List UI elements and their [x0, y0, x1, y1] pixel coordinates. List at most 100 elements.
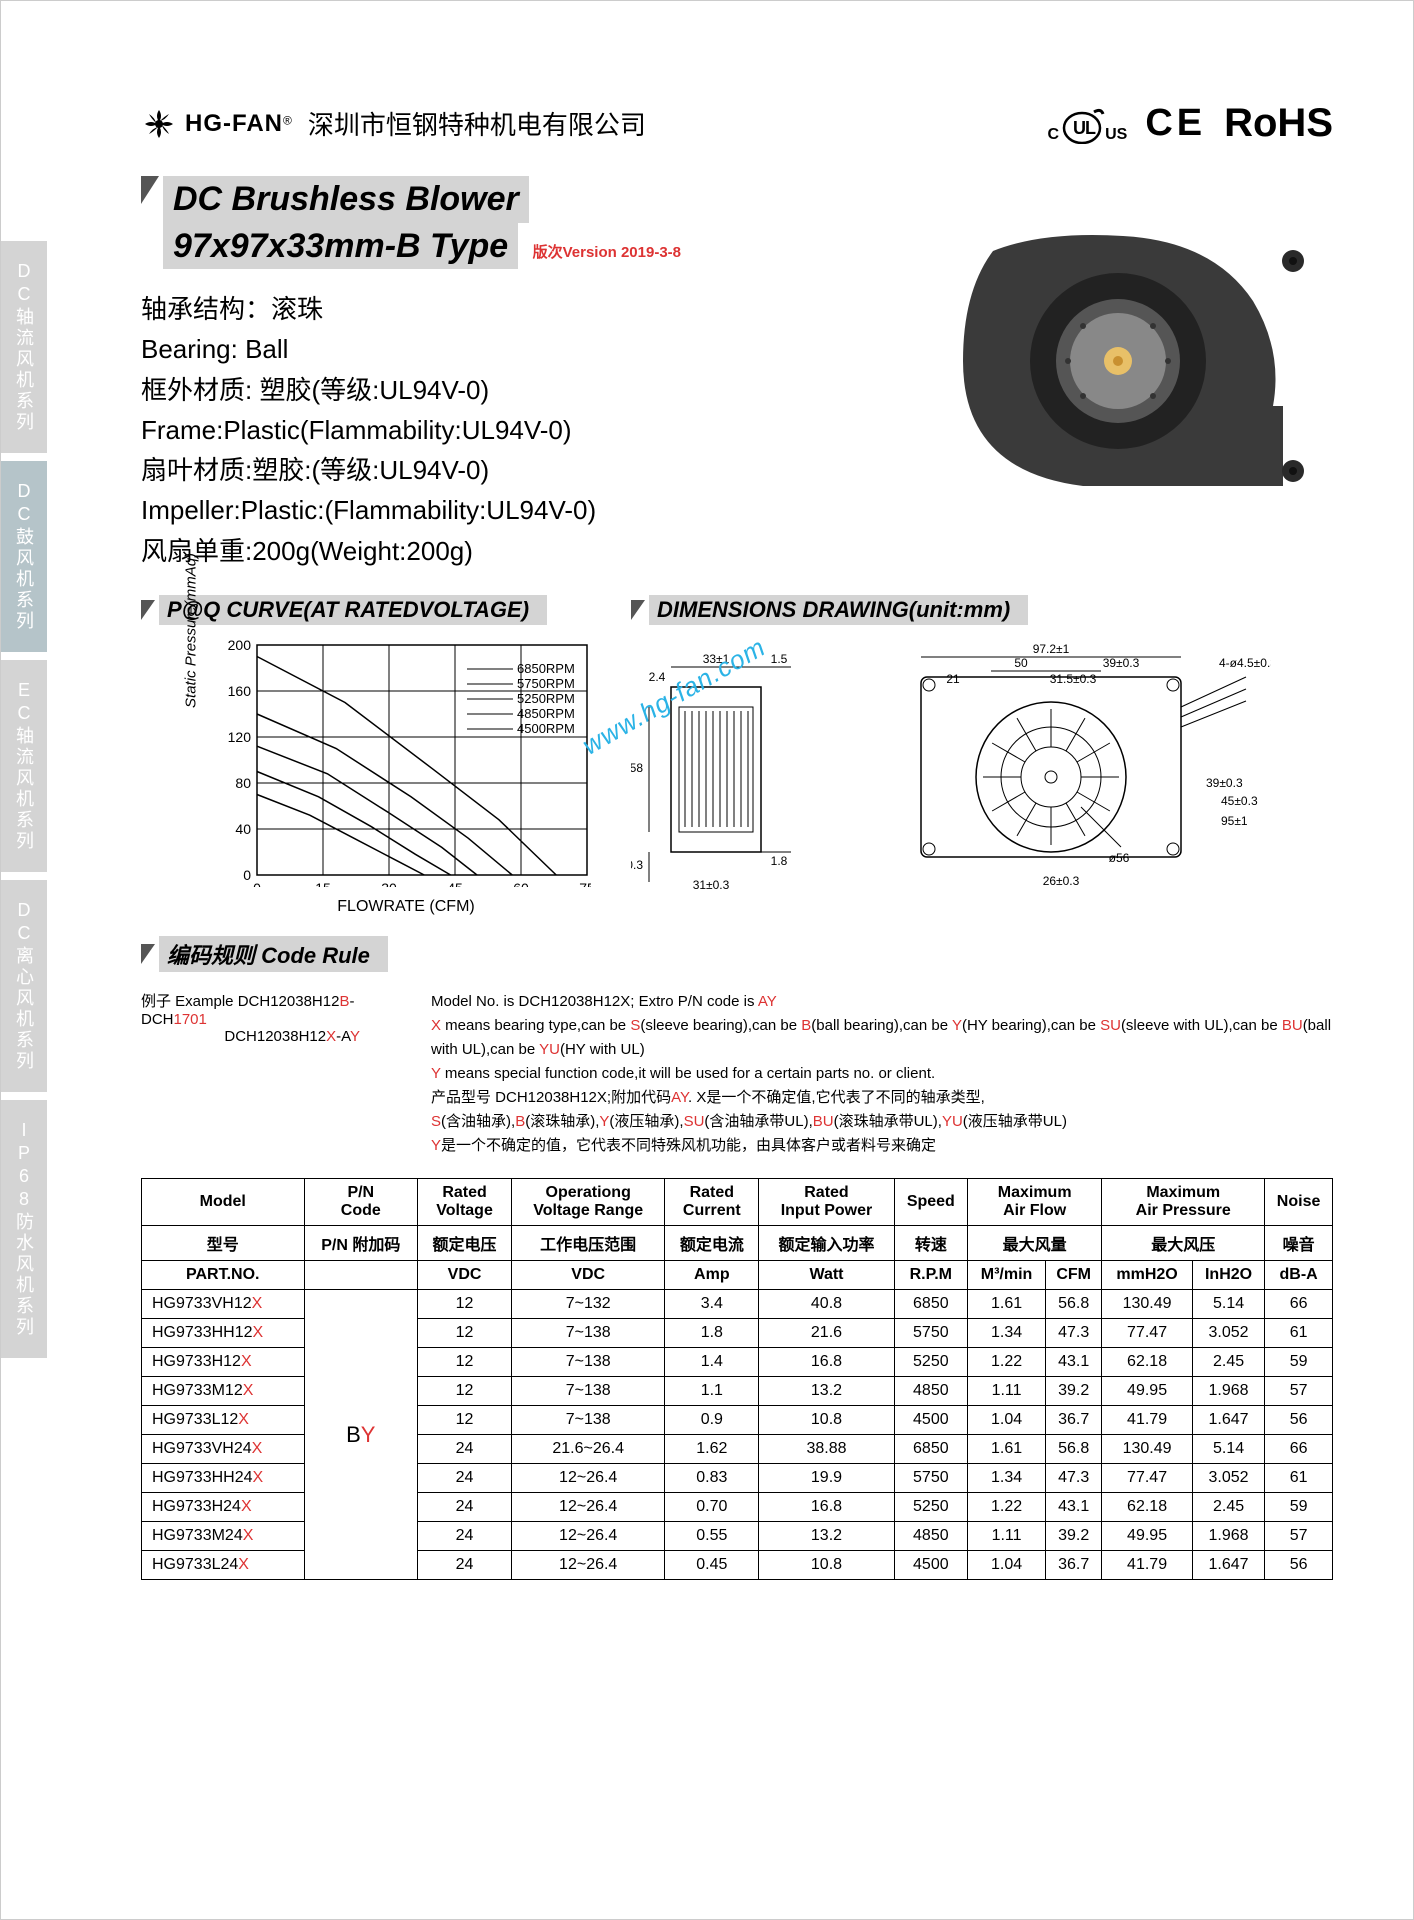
svg-text:26±0.3: 26±0.3: [1043, 874, 1080, 888]
svg-text:1.5: 1.5: [771, 652, 788, 666]
th-unit: [304, 1261, 418, 1290]
th-cn: 最大风量: [968, 1226, 1102, 1261]
cell: 41.79: [1102, 1551, 1193, 1580]
pq-heading: P@Q CURVE(AT RATEDVOLTAGE): [141, 595, 591, 625]
cell: 24: [418, 1464, 512, 1493]
svg-text:58: 58: [631, 761, 643, 775]
cell: 0.45: [665, 1551, 759, 1580]
cell: 24: [418, 1435, 512, 1464]
svg-text:160: 160: [228, 683, 252, 699]
th-cn: 型号: [142, 1226, 305, 1261]
cell: 12: [418, 1290, 512, 1319]
cell: 59: [1265, 1493, 1333, 1522]
model-cell: HG9733L12X: [142, 1406, 305, 1435]
cell: 3.052: [1192, 1319, 1264, 1348]
side-tab: DC鼓风机系列: [1, 461, 47, 652]
svg-text:80: 80: [235, 775, 251, 791]
cell: 1.04: [968, 1551, 1046, 1580]
cell: 59: [1265, 1348, 1333, 1377]
svg-text:45±0.3: 45±0.3: [1221, 794, 1258, 808]
th: RatedVoltage: [418, 1179, 512, 1226]
product-image: [933, 211, 1313, 511]
th: P/NCode: [304, 1179, 418, 1226]
cell: 21.6~26.4: [512, 1435, 665, 1464]
th-unit: R.P.M: [894, 1261, 967, 1290]
brand-cn: 深圳市恒钢特种机电有限公司: [308, 105, 646, 142]
svg-text:5250RPM: 5250RPM: [517, 691, 575, 706]
cell: 56.8: [1046, 1290, 1102, 1319]
code-example: 例子 Example DCH12038H12B-DCH1701 DCH12038…: [141, 990, 401, 1158]
cell: 5250: [894, 1348, 967, 1377]
th: OperationgVoltage Range: [512, 1179, 665, 1226]
model-cell: HG9733M12X: [142, 1377, 305, 1406]
cell: 1.11: [968, 1377, 1046, 1406]
cell: 5750: [894, 1464, 967, 1493]
certifications: C UL US CE RoHS: [1048, 101, 1333, 146]
svg-text:31.5±0.3: 31.5±0.3: [1050, 672, 1097, 686]
pq-heading-text: P@Q CURVE(AT RATEDVOLTAGE): [159, 595, 547, 625]
cell: 43.1: [1046, 1348, 1102, 1377]
svg-text:0: 0: [253, 880, 261, 887]
svg-text:39±0.3: 39±0.3: [1103, 656, 1140, 670]
cell: 7~138: [512, 1348, 665, 1377]
model-cell: HG9733VH24X: [142, 1435, 305, 1464]
cell: 1.11: [968, 1522, 1046, 1551]
spec-line: 风扇单重:200g(Weight:200g): [141, 531, 1333, 571]
svg-text:37±0.3: 37±0.3: [631, 858, 643, 872]
side-tabs: DC轴流风机系列 DC鼓风机系列 EC轴流风机系列 DC离心风机系列 IP68防…: [1, 241, 45, 1366]
cell: 1.34: [968, 1319, 1046, 1348]
svg-text:4850RPM: 4850RPM: [517, 706, 575, 721]
th: Speed: [894, 1179, 967, 1226]
cell: 62.18: [1102, 1348, 1193, 1377]
svg-text:2.4: 2.4: [649, 670, 666, 684]
cell: 12: [418, 1377, 512, 1406]
cell: 19.9: [759, 1464, 894, 1493]
cell: 2.45: [1192, 1493, 1264, 1522]
svg-text:L: L: [1085, 118, 1096, 138]
cell: 4500: [894, 1406, 967, 1435]
th-unit: Watt: [759, 1261, 894, 1290]
cell: 16.8: [759, 1348, 894, 1377]
cell: 10.8: [759, 1551, 894, 1580]
svg-text:15: 15: [315, 880, 331, 887]
cell: 5750: [894, 1319, 967, 1348]
cell: 130.49: [1102, 1290, 1193, 1319]
cell: 39.2: [1046, 1522, 1102, 1551]
th: Noise: [1265, 1179, 1333, 1226]
chart-xlabel: FLOWRATE (CFM): [221, 898, 591, 916]
th-unit: Amp: [665, 1261, 759, 1290]
cell: 5.14: [1192, 1290, 1264, 1319]
ce-cert: CE: [1145, 102, 1206, 145]
cell: 13.2: [759, 1377, 894, 1406]
datasheet-page: DC轴流风机系列 DC鼓风机系列 EC轴流风机系列 DC离心风机系列 IP68防…: [0, 0, 1414, 1920]
th-unit: PART.NO.: [142, 1261, 305, 1290]
th-unit: VDC: [418, 1261, 512, 1290]
cell: 12~26.4: [512, 1464, 665, 1493]
cell: 3.4: [665, 1290, 759, 1319]
cell: 61: [1265, 1319, 1333, 1348]
cell: 66: [1265, 1435, 1333, 1464]
svg-text:31±0.3: 31±0.3: [693, 878, 730, 892]
code-line: Y是一个不确定的值，它代表不同特殊风机功能，由具体客户或者料号来确定: [431, 1134, 1333, 1158]
cell: 57: [1265, 1377, 1333, 1406]
th-cn: 额定输入功率: [759, 1226, 894, 1261]
svg-text:30: 30: [381, 880, 397, 887]
brand: HG-FAN® 深圳市恒钢特种机电有限公司: [141, 105, 646, 142]
th-cn: 额定电流: [665, 1226, 759, 1261]
th: RatedInput Power: [759, 1179, 894, 1226]
svg-text:45: 45: [447, 880, 463, 887]
cell: 41.79: [1102, 1406, 1193, 1435]
pn-code-cell: BY: [304, 1290, 418, 1580]
cell: 39.2: [1046, 1377, 1102, 1406]
side-tab: DC离心风机系列: [1, 880, 47, 1092]
cell: 77.47: [1102, 1464, 1193, 1493]
cell: 36.7: [1046, 1406, 1102, 1435]
svg-text:200: 200: [228, 637, 252, 653]
cell: 16.8: [759, 1493, 894, 1522]
model-cell: HG9733M24X: [142, 1522, 305, 1551]
cell: 0.70: [665, 1493, 759, 1522]
svg-text:4500RPM: 4500RPM: [517, 721, 575, 736]
cell: 12~26.4: [512, 1493, 665, 1522]
side-tab: EC轴流风机系列: [1, 660, 47, 872]
cell: 12: [418, 1319, 512, 1348]
